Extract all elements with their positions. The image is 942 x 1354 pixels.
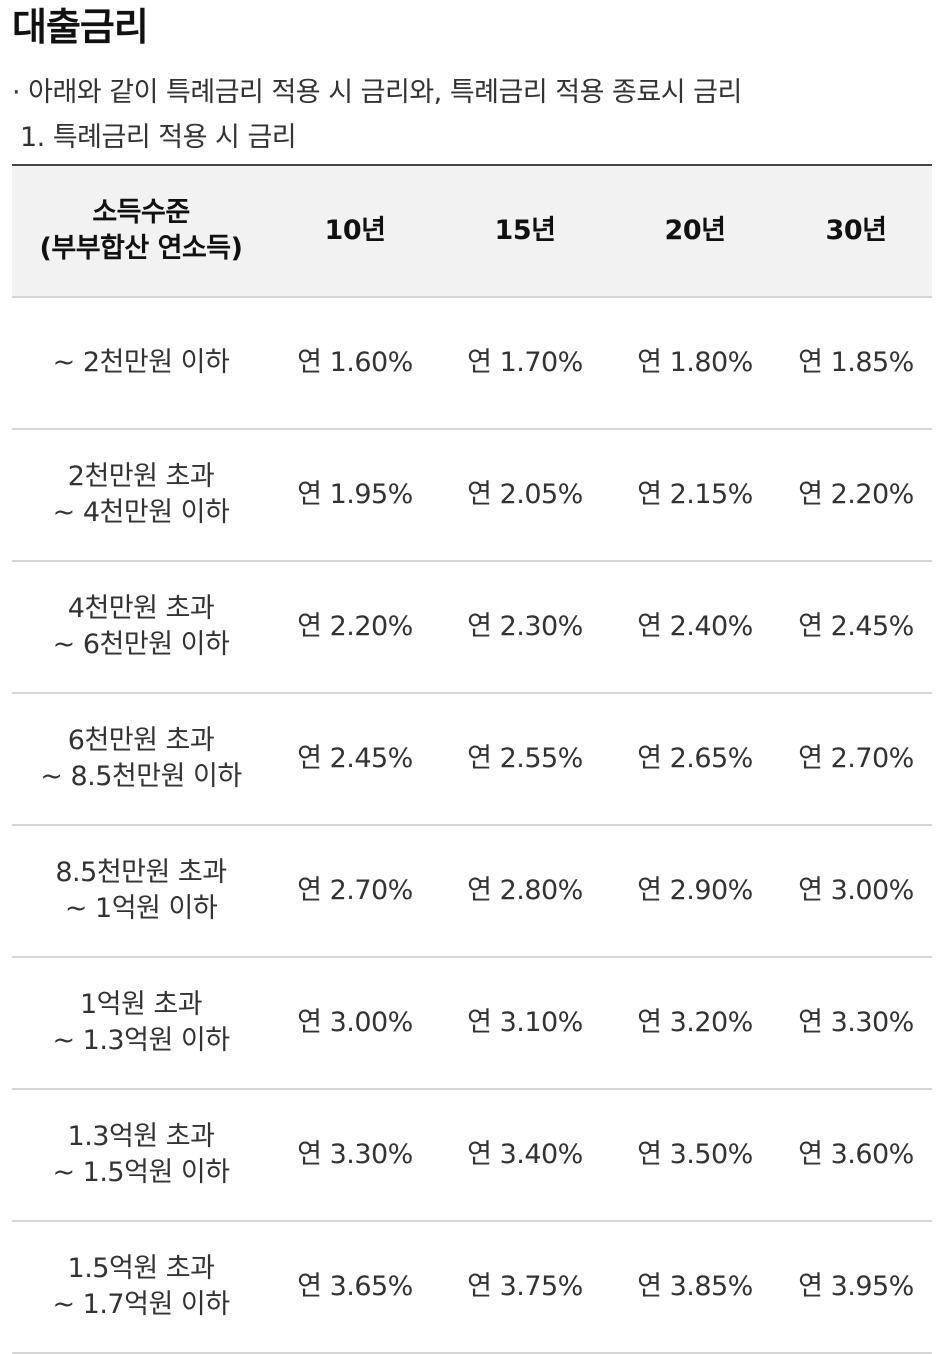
income-range-line1: 2천만원 초과: [67, 461, 215, 492]
rate-cell: 연 2.05%: [440, 429, 610, 562]
income-range-cell: ~ 2천만원 이하: [12, 297, 270, 430]
page-title: 대출금리: [12, 5, 149, 49]
income-range-cell: 1억원 초과 ~ 1.3억원 이하: [12, 957, 270, 1090]
table-header: 소득수준 (부부합산 연소득) 10년 15년 20년 30년: [12, 165, 932, 298]
rate-cell: 연 3.95%: [780, 1221, 932, 1354]
income-column-header: 소득수준 (부부합산 연소득): [12, 165, 270, 298]
rate-cell: 연 2.20%: [780, 429, 932, 562]
table-row: 2천만원 초과 ~ 4천만원 이하 연 1.95% 연 2.05% 연 2.15% 연 2…: [12, 429, 932, 562]
income-range-line1: 4천만원 초과: [67, 593, 215, 624]
income-range-line2: ~ 6천만원 이하: [52, 629, 230, 660]
rate-cell: 연 2.30%: [440, 561, 610, 694]
rate-cell: 연 1.85%: [780, 297, 932, 430]
rate-cell: 연 2.45%: [780, 561, 932, 694]
rate-cell: 연 2.70%: [780, 693, 932, 826]
rate-cell: 연 3.75%: [440, 1221, 610, 1354]
rate-cell: 연 2.20%: [270, 561, 440, 694]
rate-cell: 연 1.95%: [270, 429, 440, 562]
rate-cell: 연 2.80%: [440, 825, 610, 958]
table-row: 1.5억원 초과 ~ 1.7억원 이하 연 3.65% 연 3.75% 연 3.85% 연…: [12, 1221, 932, 1354]
income-range-line1: 1.3억원 초과: [67, 1121, 215, 1152]
income-range-line1: 6천만원 초과: [67, 725, 215, 756]
rate-cell: 연 3.65%: [270, 1221, 440, 1354]
rate-cell: 연 3.40%: [440, 1089, 610, 1222]
rate-cell: 연 3.30%: [780, 957, 932, 1090]
income-range-cell: 6천만원 초과 ~ 8.5천만원 이하: [12, 693, 270, 826]
table-row: 6천만원 초과 ~ 8.5천만원 이하 연 2.45% 연 2.55% 연 2.65% 연…: [12, 693, 932, 826]
rate-cell: 연 2.40%: [610, 561, 780, 694]
income-range-line2: ~ 1.5억원 이하: [52, 1157, 230, 1188]
rate-cell: 연 2.15%: [610, 429, 780, 562]
rate-cell: 연 1.70%: [440, 297, 610, 430]
rate-cell: 연 3.10%: [440, 957, 610, 1090]
rate-cell: 연 1.80%: [610, 297, 780, 430]
income-range-cell: 4천만원 초과 ~ 6천만원 이하: [12, 561, 270, 694]
term-header-30y: 30년: [780, 165, 932, 298]
table-row: 1.3억원 초과 ~ 1.5억원 이하 연 3.30% 연 3.40% 연 3.50% 연…: [12, 1089, 932, 1222]
table-row: 4천만원 초과 ~ 6천만원 이하 연 2.20% 연 2.30% 연 2.40% 연 2…: [12, 561, 932, 694]
income-range-line1: 8.5천만원 초과: [55, 857, 227, 888]
term-header-20y: 20년: [610, 165, 780, 298]
income-range-cell: 2천만원 초과 ~ 4천만원 이하: [12, 429, 270, 562]
income-range-line2: ~ 4천만원 이하: [52, 497, 230, 528]
income-range-cell: 8.5천만원 초과 ~ 1억원 이하: [12, 825, 270, 958]
income-range-line1: 1.5억원 초과: [67, 1253, 215, 1284]
income-range-line1: 1억원 초과: [79, 989, 203, 1020]
rate-cell: 연 2.55%: [440, 693, 610, 826]
rate-cell: 연 3.50%: [610, 1089, 780, 1222]
rate-cell: 연 3.00%: [780, 825, 932, 958]
income-range-cell: 1.3억원 초과 ~ 1.5억원 이하: [12, 1089, 270, 1222]
income-range-line1: ~ 2천만원 이하: [52, 347, 230, 378]
rate-cell: 연 3.60%: [780, 1089, 932, 1222]
term-header-10y: 10년: [270, 165, 440, 298]
table-row: 8.5천만원 초과 ~ 1억원 이하 연 2.70% 연 2.80% 연 2.90% 연 …: [12, 825, 932, 958]
rate-cell: 연 2.70%: [270, 825, 440, 958]
rate-cell: 연 1.60%: [270, 297, 440, 430]
table-header-row: 소득수준 (부부합산 연소득) 10년 15년 20년 30년: [12, 165, 932, 298]
income-header-line2: (부부합산 연소득): [39, 233, 243, 264]
table-row: 1억원 초과 ~ 1.3억원 이하 연 3.00% 연 3.10% 연 3.20% 연 3…: [12, 957, 932, 1090]
rate-note-bullet: · 아래와 같이 특례금리 적용 시 금리와, 특례금리 적용 종료시 금리: [12, 77, 742, 108]
income-range-line2: ~ 1.7억원 이하: [52, 1289, 230, 1320]
rate-cell: 연 3.30%: [270, 1089, 440, 1222]
section-heading: 1. 특례금리 적용 시 금리: [20, 122, 297, 153]
rate-cell: 연 2.90%: [610, 825, 780, 958]
term-header-15y: 15년: [440, 165, 610, 298]
rate-cell: 연 2.65%: [610, 693, 780, 826]
rate-cell: 연 2.45%: [270, 693, 440, 826]
income-range-line2: ~ 8.5천만원 이하: [40, 761, 242, 792]
table-body: ~ 2천만원 이하 연 1.60% 연 1.70% 연 1.80% 연 1.85% 2천만…: [12, 297, 932, 1354]
income-range-cell: 1.5억원 초과 ~ 1.7억원 이하: [12, 1221, 270, 1354]
rate-cell: 연 3.00%: [270, 957, 440, 1090]
rate-cell: 연 3.85%: [610, 1221, 780, 1354]
rate-cell: 연 3.20%: [610, 957, 780, 1090]
table-row: ~ 2천만원 이하 연 1.60% 연 1.70% 연 1.80% 연 1.85%: [12, 297, 932, 430]
loan-rate-table: 소득수준 (부부합산 연소득) 10년 15년 20년 30년 ~ 2천만원 이…: [12, 164, 932, 1354]
income-range-line2: ~ 1.3억원 이하: [52, 1025, 230, 1056]
income-header-line1: 소득수준: [92, 197, 190, 228]
income-range-line2: ~ 1억원 이하: [64, 893, 218, 924]
